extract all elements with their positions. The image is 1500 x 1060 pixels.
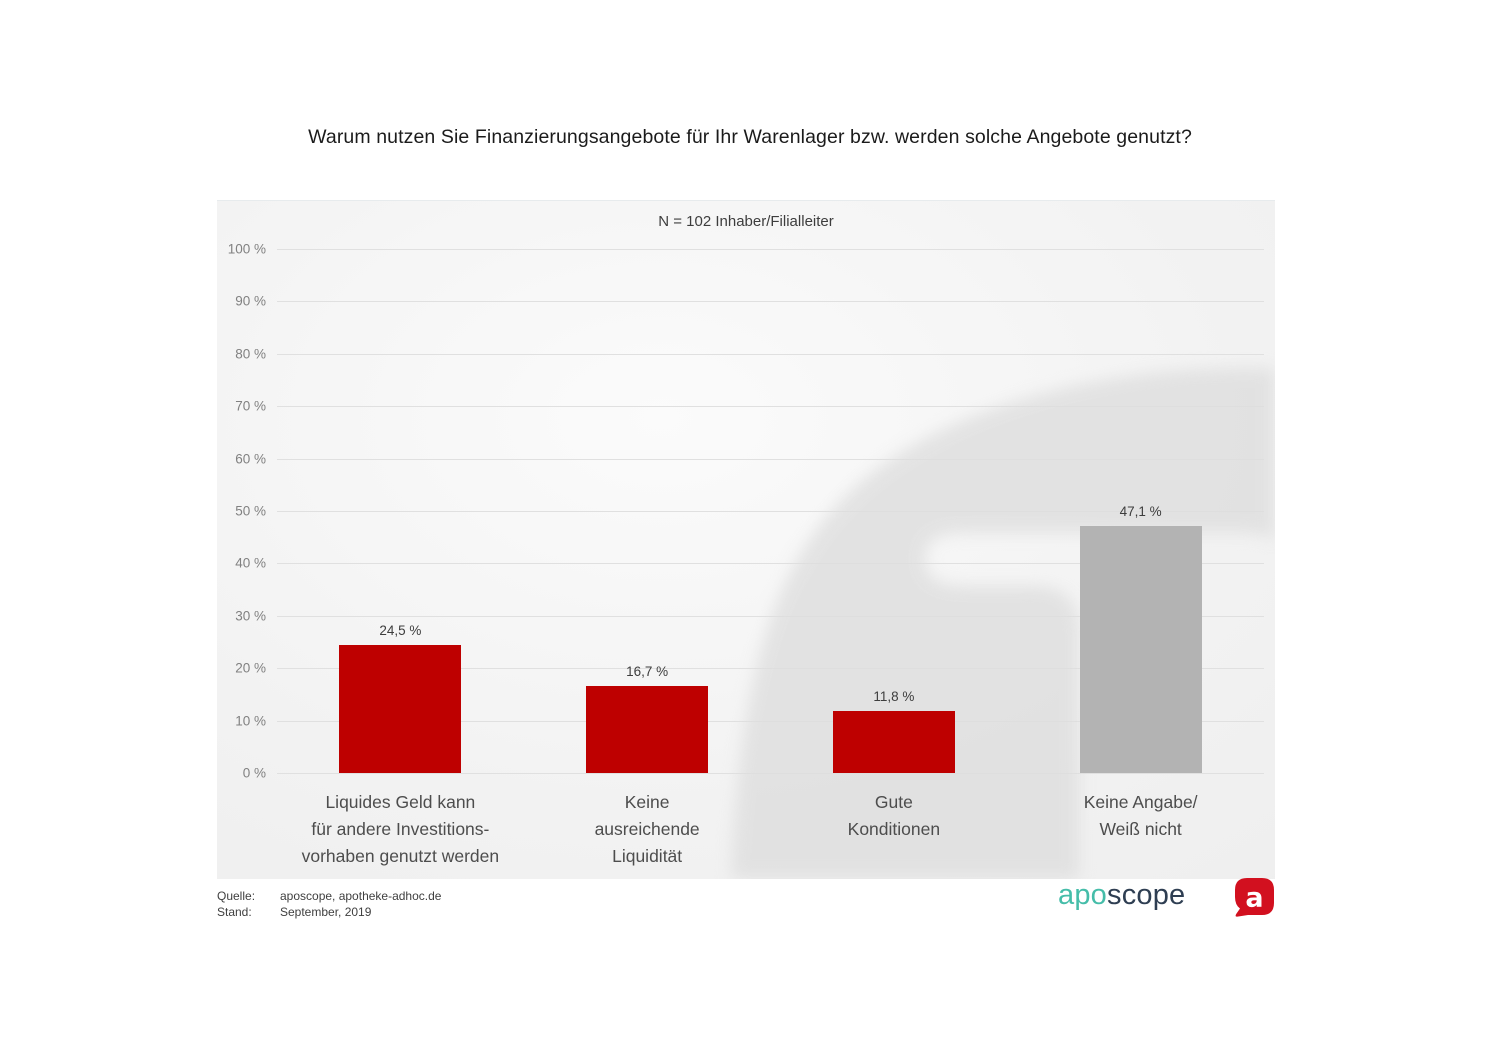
date-value: September, 2019	[280, 905, 372, 919]
apotheke-adhoc-icon: a	[1235, 878, 1274, 917]
chart-title: Warum nutzen Sie Finanzierungsangebote f…	[308, 126, 1192, 148]
bar	[586, 685, 709, 773]
category-label-line: für andere Investitions-	[311, 819, 490, 839]
gridline	[277, 249, 1264, 250]
y-axis-tick-label: 30 %	[235, 608, 266, 624]
y-axis-tick-label: 60 %	[235, 451, 266, 467]
wordmark-apo: apo	[1058, 879, 1107, 911]
date-label: Stand:	[217, 905, 252, 919]
icon-letter: a	[1245, 883, 1263, 914]
source-label: Quelle:	[217, 889, 256, 903]
date-row: Stand: September, 2019	[217, 904, 441, 920]
y-axis-tick-label: 100 %	[227, 241, 266, 257]
chart-panel: N = 102 Inhaber/Filialleiter 100 % 90 % 80…	[217, 200, 1275, 879]
category-label: Keine ausreichende Liquidität	[502, 789, 792, 870]
category-label: Liquides Geld kann für andere Investition…	[255, 789, 545, 870]
category-label-line: Weiß nicht	[1099, 819, 1182, 839]
bar	[1079, 526, 1202, 773]
gridline	[277, 301, 1264, 303]
gridline	[277, 406, 1264, 408]
bar	[832, 711, 955, 773]
wordmark-scope: scope	[1107, 879, 1186, 911]
plot-area: 100 % 90 % 80 % 70 % 60 % 50 % 40 % 30 % 20 % 10 …	[228, 242, 1264, 866]
bar-value-label: 16,7 %	[626, 663, 669, 679]
y-axis-tick-label: 50 %	[235, 503, 266, 519]
gridline	[277, 458, 1264, 460]
bar-value-label: 11,8 %	[873, 689, 915, 705]
source-value: aposcope, apotheke-adhoc.de	[280, 889, 442, 903]
y-axis-tick-label: 80 %	[235, 346, 266, 362]
source-block: Quelle: aposcope, apotheke-adhoc.de Stan…	[217, 888, 441, 920]
gridline	[277, 353, 1264, 355]
y-axis-tick-label: 40 %	[235, 555, 266, 571]
y-axis-tick-label: 0 %	[242, 765, 266, 781]
gridline	[277, 511, 1264, 512]
bar-value-label: 47,1 %	[1119, 504, 1162, 520]
y-axis-tick-label: 70 %	[235, 398, 266, 414]
y-axis-tick-label: 20 %	[235, 660, 266, 676]
category-label: Keine Angabe/Weiß nicht	[996, 789, 1275, 843]
category-label-line: ausreichende	[594, 819, 700, 839]
category-label-line: Liquidität	[612, 846, 683, 866]
category-label-line: vorhaben genutzt werden	[301, 846, 500, 866]
aposcope-logo: aposcope a	[1058, 877, 1275, 919]
category-label-line: Keine Angabe/	[1083, 792, 1198, 812]
category-label-line: Keine	[624, 792, 670, 812]
y-axis-tick-label: 10 %	[235, 713, 266, 729]
aposcope-wordmark: aposcope	[1058, 881, 1185, 910]
chart-subtitle: N = 102 Inhaber/Filialleiter	[658, 213, 834, 230]
source-row: Quelle: aposcope, apotheke-adhoc.de	[217, 888, 441, 904]
gridline	[277, 773, 1264, 774]
bar	[339, 644, 462, 773]
bar-value-label: 24,5 %	[379, 622, 422, 638]
y-axis-tick-label: 90 %	[235, 293, 266, 309]
category-label-line: Liquides Geld kann	[325, 792, 476, 812]
